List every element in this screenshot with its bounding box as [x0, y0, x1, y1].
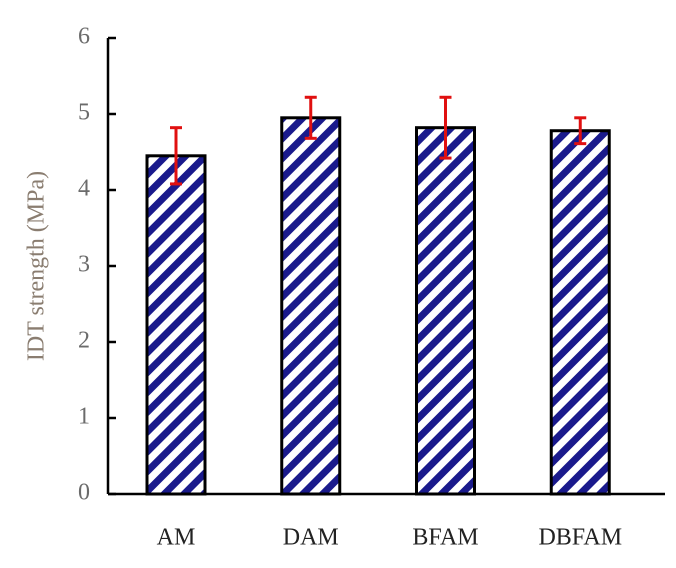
y-tick-label: 1 [78, 404, 90, 430]
y-tick-label: 3 [78, 252, 90, 278]
x-tick-label: DBFAM [538, 525, 622, 551]
error-bar [170, 126, 182, 186]
y-tick-label: 6 [78, 24, 90, 50]
y-axis-label: IDT strength (MPa) [24, 171, 50, 361]
x-tick-label: DAM [283, 525, 339, 551]
bar [549, 129, 611, 496]
y-tick-label: 0 [78, 480, 90, 506]
bar [280, 116, 342, 496]
y-tick-label: 4 [78, 176, 90, 202]
x-tick-label: AM [157, 525, 196, 551]
error-bar [304, 95, 317, 140]
bar [145, 154, 207, 496]
bar [415, 126, 476, 496]
y-tick-label: 2 [78, 328, 90, 354]
error-bar [439, 95, 452, 160]
x-tick-label: BFAM [412, 525, 478, 551]
y-tick-label: 5 [78, 100, 90, 126]
error-bar [574, 116, 587, 146]
